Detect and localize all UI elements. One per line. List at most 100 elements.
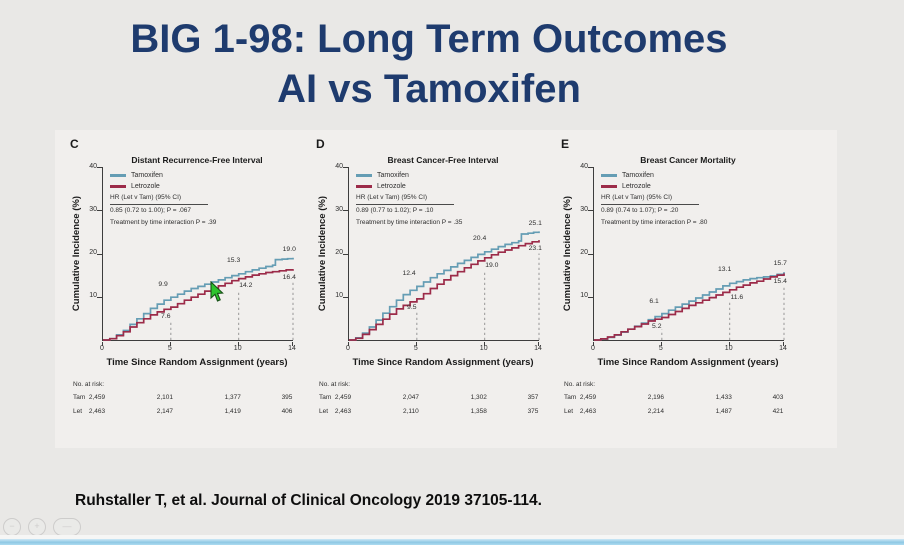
curve-tamoxifen — [103, 257, 294, 341]
interaction-p-value: Treatment by time interaction P = .39 — [110, 219, 217, 226]
at-risk-count: 2,101 — [156, 394, 173, 401]
tamoxifen-line-swatch — [356, 174, 372, 177]
x-tick-label: 10 — [724, 345, 733, 352]
x-axis-label: Time Since Random Assignment (years) — [352, 357, 534, 368]
y-tick-mark — [588, 296, 593, 298]
legend-label: Letrozole — [377, 183, 406, 190]
at-risk-row-tam: Tam 2,459 2,101 1,377 395 — [62, 394, 307, 405]
x-tick-label: 10 — [479, 345, 488, 352]
x-tick-label: 5 — [167, 345, 172, 352]
x-tick-mark — [783, 341, 784, 346]
at-risk-row-let: Let 2,463 2,110 1,358 375 — [308, 408, 553, 419]
at-risk-count: 357 — [527, 394, 539, 401]
y-axis-label: Cumulative Incidence (%) — [71, 195, 82, 312]
x-tick-label: 14 — [534, 345, 542, 352]
legend-label: Letrozole — [131, 183, 160, 190]
at-risk-label: No. at risk: — [319, 381, 351, 388]
pan-icon[interactable]: — — [53, 518, 81, 536]
bottom-strip — [0, 535, 904, 539]
value-label-15.4: 15.4 — [773, 278, 787, 286]
y-tick-label: 40 — [335, 162, 343, 170]
plot-area: Tamoxifen Letrozole HR (Let v Tam) (95% … — [102, 167, 294, 341]
legend-label: Tamoxifen — [377, 172, 409, 179]
value-label-5.2: 5.2 — [652, 323, 662, 331]
value-label-11.6: 11.6 — [730, 293, 744, 301]
hazard-ratio-value: 0.89 (0.77 to 1.02); P = .10 — [356, 207, 434, 214]
y-tick-mark — [343, 210, 348, 212]
at-risk-arm-label: Let — [73, 408, 83, 415]
zoom-out-icon[interactable]: − — [3, 518, 21, 536]
y-tick-mark — [97, 167, 102, 168]
at-risk-arm-label: Tam — [319, 394, 332, 401]
at-risk-arm-label: Let — [564, 408, 574, 415]
value-label-19.0: 19.0 — [485, 261, 499, 269]
panel-title: Distant Recurrence-Free Interval — [131, 155, 263, 165]
figure-panel: C Distant Recurrence-Free Interval Cumul… — [55, 130, 837, 448]
y-tick-mark — [588, 253, 593, 255]
citation: Ruhstaller T, et al. Journal of Clinical… — [75, 492, 542, 509]
zoom-in-icon[interactable]: + — [28, 518, 46, 536]
bottom-accent-bar — [0, 539, 904, 545]
legend-item-letrozole: Letrozole — [110, 183, 228, 190]
x-tick-mark — [415, 341, 417, 346]
x-tick-mark — [348, 341, 349, 346]
at-risk-count: 406 — [281, 408, 293, 415]
value-label-15.7: 15.7 — [773, 260, 787, 268]
legend-item-tamoxifen: Tamoxifen — [601, 172, 719, 179]
at-risk-arm-label: Tam — [564, 394, 577, 401]
at-risk-count: 1,419 — [224, 408, 241, 415]
value-label-6.1: 6.1 — [649, 297, 659, 305]
panel-letter: D — [316, 137, 325, 151]
slide-title: BIG 1-98: Long Term Outcomes AI vs Tamox… — [0, 14, 858, 114]
at-risk-count: 2,463 — [579, 408, 597, 415]
value-label-20.4: 20.4 — [473, 234, 487, 242]
letrozole-line-swatch — [110, 185, 126, 188]
interaction-p-value: Treatment by time interaction P = .35 — [356, 219, 463, 226]
y-axis-label: Cumulative Incidence (%) — [562, 195, 573, 312]
panel-title: Breast Cancer-Free Interval — [387, 155, 499, 165]
panel-breast-cancer-mortality: E Breast Cancer Mortality Cumulative Inc… — [553, 135, 798, 430]
at-risk-count: 2,459 — [88, 394, 106, 401]
legend: Tamoxifen Letrozole HR (Let v Tam) (95% … — [601, 172, 719, 226]
y-tick-label: 30 — [580, 205, 588, 213]
curve-letrozole — [103, 269, 294, 341]
panel-letter: C — [70, 137, 79, 151]
value-label-12.4: 12.4 — [402, 270, 416, 278]
y-tick-mark — [343, 253, 348, 255]
y-tick-mark — [343, 167, 348, 168]
at-risk-count: 375 — [527, 408, 539, 415]
legend: Tamoxifen Letrozole HR (Let v Tam) (95% … — [356, 172, 474, 226]
survival-curves — [349, 231, 540, 341]
value-label-7.6: 7.6 — [161, 312, 171, 320]
y-tick-label: 20 — [335, 249, 343, 256]
plot-area: Tamoxifen Letrozole HR (Let v Tam) (95% … — [348, 167, 540, 341]
at-risk-count: 1,302 — [470, 394, 487, 401]
legend-label: Tamoxifen — [131, 172, 163, 179]
x-axis-label: Time Since Random Assignment (years) — [597, 357, 779, 368]
at-risk-arm-label: Tam — [73, 394, 86, 401]
panel-distant-recurrence-free-interval: C Distant Recurrence-Free Interval Cumul… — [62, 135, 307, 430]
y-tick-mark — [343, 296, 348, 298]
mouse-cursor-icon — [210, 281, 224, 302]
at-risk-count: 2,196 — [647, 394, 664, 401]
y-tick-label: 10 — [580, 292, 588, 300]
interaction-p-value: Treatment by time interaction P = .80 — [601, 219, 708, 226]
value-label-15.3: 15.3 — [227, 256, 241, 264]
value-label-13.1: 13.1 — [718, 266, 732, 274]
slide-title-line1: BIG 1-98: Long Term Outcomes — [130, 17, 728, 61]
legend-label: Letrozole — [622, 183, 651, 190]
y-tick-label: 40 — [89, 162, 97, 170]
hazard-ratio-label: HR (Let v Tam) (95% CI) — [110, 194, 208, 205]
value-label-16.4: 16.4 — [282, 273, 296, 281]
legend-item-letrozole: Letrozole — [601, 183, 719, 190]
x-tick-label: 0 — [591, 345, 595, 352]
at-risk-row-let: Let 2,463 2,214 1,487 421 — [553, 408, 798, 419]
at-risk-row-tam: Tam 2,459 2,047 1,302 357 — [308, 394, 553, 405]
legend-item-letrozole: Letrozole — [356, 183, 474, 190]
survival-curves — [594, 272, 785, 341]
y-tick-label: 20 — [580, 249, 588, 256]
y-tick-label: 40 — [580, 162, 588, 170]
panel-title: Breast Cancer Mortality — [640, 155, 736, 165]
legend-item-tamoxifen: Tamoxifen — [356, 172, 474, 179]
at-risk-count: 2,459 — [579, 394, 597, 401]
